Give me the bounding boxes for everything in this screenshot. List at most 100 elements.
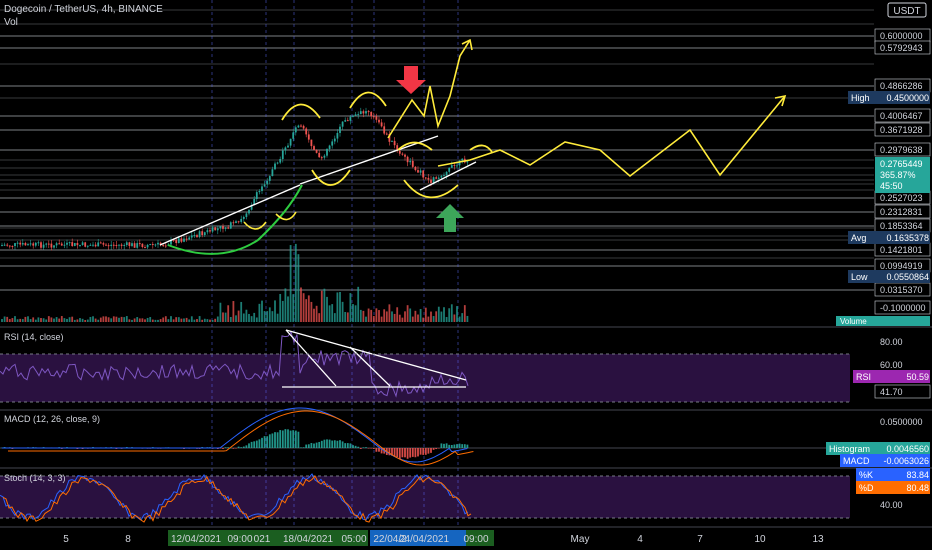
candle-body <box>105 244 107 246</box>
volume-bar <box>359 309 362 322</box>
currency-label: USDT <box>893 6 920 17</box>
candle-body <box>380 122 383 127</box>
projection-arrow-zigzag <box>774 94 787 107</box>
candle-body <box>424 177 427 179</box>
stoch-d-tag <box>856 481 930 494</box>
candle-body <box>29 243 32 245</box>
volume-bar <box>268 307 271 322</box>
candle-body <box>185 238 188 240</box>
candle-body <box>274 163 276 170</box>
macd-hist-bar <box>320 440 323 448</box>
volume-bar <box>427 316 430 322</box>
macd-hist-bar <box>255 440 258 448</box>
price-tags[interactable]: High 0.4500000 Avg 0.1635378 Low 0.0550864 0.2… <box>826 91 931 510</box>
volume-bar <box>227 305 230 322</box>
currency-badge[interactable] <box>887 2 927 18</box>
macd-hist-bar <box>375 448 378 452</box>
candle-body <box>417 170 419 173</box>
time-label: 7 <box>697 534 703 545</box>
volume-bar <box>404 311 406 322</box>
volume-bar <box>211 319 214 322</box>
time-label: 05:00 <box>341 534 366 545</box>
volume-bar <box>448 308 451 322</box>
macd-hist-bar <box>248 443 250 448</box>
volume-bar <box>240 301 243 322</box>
candle-body <box>99 242 102 244</box>
price-axis-labels[interactable]: 0.6000000 0.5792943 0.4866286 0.4006467 0.36… <box>874 28 931 315</box>
candle-body <box>144 246 146 248</box>
candle-body <box>289 138 292 146</box>
volume-bar <box>131 319 133 322</box>
horizontal-levels[interactable] <box>0 9 874 291</box>
volume-bar <box>300 287 302 322</box>
macd-hist-bar <box>450 444 453 448</box>
candle-body <box>107 245 110 247</box>
volume-bar <box>453 314 456 322</box>
volume-bar <box>419 308 422 322</box>
candle-body <box>1 244 3 246</box>
volume-bar <box>219 302 222 322</box>
volume-bar <box>391 311 393 322</box>
volume-bar <box>430 311 432 322</box>
candle-body <box>401 153 404 155</box>
projection-path-up[interactable] <box>387 39 471 139</box>
candle-body <box>110 244 113 246</box>
price-label: 0.0994919 <box>880 261 923 271</box>
candle-body <box>138 243 141 245</box>
macd-hist-bar <box>237 446 240 448</box>
macd-hist-bar <box>359 448 362 449</box>
volume-bar <box>81 318 84 322</box>
candle-body <box>466 161 469 163</box>
macd-hist-bar <box>302 447 305 448</box>
macd-hist-bar <box>461 444 464 448</box>
volume-bar <box>411 316 414 322</box>
projection-path-zigzag[interactable] <box>437 95 786 178</box>
volume-bar <box>450 304 453 322</box>
volume-bar <box>203 318 206 322</box>
volume-bar <box>302 293 305 322</box>
rsi-line <box>0 330 469 398</box>
price-label: 0.5792943 <box>880 43 923 53</box>
macd-hist-bar <box>432 448 435 450</box>
candle-body <box>391 140 393 142</box>
candle-body <box>445 171 448 176</box>
macd-hist-bar <box>424 448 427 455</box>
macd-hist-bar <box>294 430 297 448</box>
price-label-box <box>874 108 931 123</box>
candle-body <box>58 243 61 245</box>
volume-bar <box>292 294 295 322</box>
time-label: 8 <box>125 534 131 545</box>
volume-bar <box>440 311 443 322</box>
candle-body <box>307 134 310 140</box>
trendline-drawings[interactable] <box>159 135 477 246</box>
candle-body <box>266 180 269 185</box>
macd-hist-bar <box>224 447 227 448</box>
stoch-k-tag-label: %K <box>859 470 873 480</box>
projection-arrow-up <box>461 38 473 51</box>
volume-bar <box>398 314 401 322</box>
price-label: 0.4006467 <box>880 111 923 121</box>
volume-bar <box>118 317 120 322</box>
volume-bar <box>294 243 297 322</box>
volume-bar <box>37 317 40 322</box>
volume-bar <box>466 315 469 322</box>
time-axis-labels[interactable]: 5 8 12/04/2021 09:00 021 18/04/2021 05:00 22/04… <box>63 534 824 545</box>
small-handle-drawing[interactable] <box>275 211 297 221</box>
volume-bar <box>357 286 360 322</box>
rsi-trendlines[interactable] <box>282 329 467 388</box>
head-shoulders-drawing[interactable] <box>281 91 493 199</box>
cup-curve-drawing[interactable] <box>167 184 303 255</box>
small-cup-drawing[interactable] <box>243 221 267 230</box>
volume-bar <box>60 316 63 322</box>
volume-bar <box>97 319 100 322</box>
volume-bar <box>255 317 258 322</box>
volume-bar <box>380 316 383 322</box>
volume-bar <box>422 317 425 322</box>
volume-bar <box>284 288 287 322</box>
time-label: 22/04/2 <box>373 534 407 545</box>
trendline-neckline <box>299 135 439 185</box>
candle-body <box>362 111 365 114</box>
stoch-k-tag <box>856 468 930 481</box>
volume-bar <box>424 307 427 322</box>
